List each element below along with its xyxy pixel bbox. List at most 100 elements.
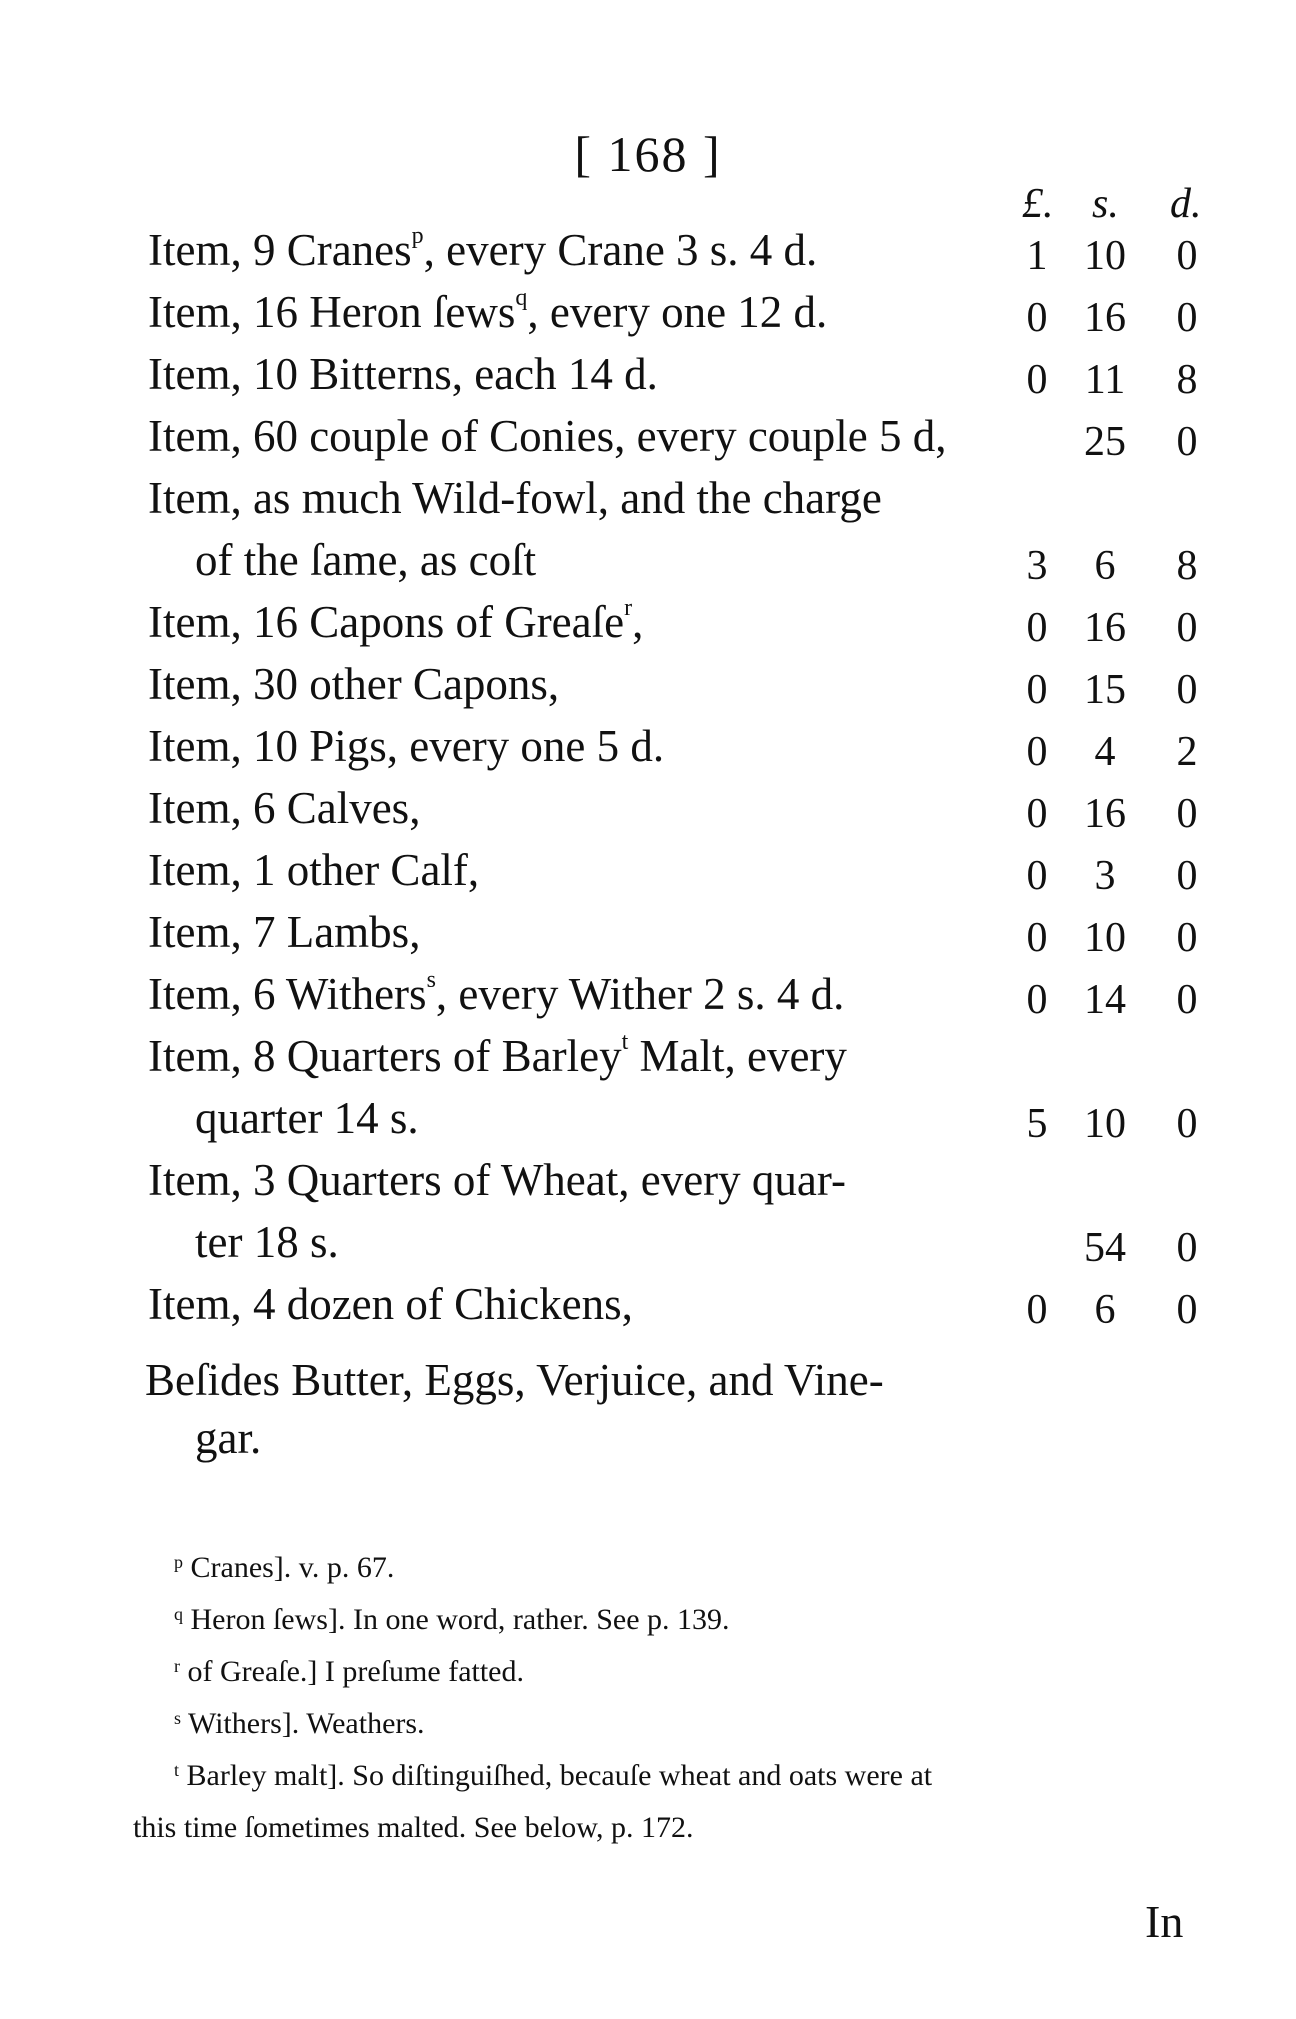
footnote-text: Cranes]. v. p. 67. [190,1551,395,1584]
footnote: p Cranes]. v. p. 67. [174,1553,394,1583]
item-line: Item, 6 Witherss, every Wither 2 s. 4 d. [148,968,845,1019]
item-continuation: ter 18 s. [195,1217,339,1267]
amount-pence: 0 [1176,1101,1198,1147]
catchword: In [1145,1896,1184,1947]
amount-shillings: 10 [1084,915,1126,961]
amount-pounds: 0 [1026,605,1048,651]
footnote-text: Heron ſews]. In one word, rather. See p.… [190,1603,730,1636]
item-line: Item, 7 Lambs, [148,910,420,955]
item-text: Item, 4 dozen of Chickens, [148,1279,633,1329]
column-header-pounds: £. [1022,181,1054,227]
amount-pence: 2 [1176,729,1198,775]
amount-shillings: 16 [1084,791,1126,837]
amount-shillings: 25 [1084,419,1126,465]
footnote-mark: r [624,595,633,621]
amount-shillings: 10 [1084,233,1126,279]
item-text: Item, 10 Bitterns, each 14 d. [148,349,658,399]
footnote-mark: q [515,285,528,311]
item-text: Item, as much Wild-fowl, and the charge [148,473,882,523]
amount-pence: 8 [1176,357,1198,403]
item-text: , every Crane 3 s. 4 d. [423,225,818,275]
footnote-mark: p [174,1552,183,1572]
amount-shillings: 11 [1084,357,1126,403]
footnote-text: Withers]. Weathers. [187,1707,425,1740]
amount-pence: 0 [1176,791,1198,837]
item-text: Item, 6 Calves, [148,783,421,833]
footnote-mark: s [174,1708,182,1728]
item-text: Item, 3 Quarters of Wheat, every quar- [148,1155,846,1205]
footnote-text: Barley malt]. So diſtinguiſhed, becauſe … [186,1759,933,1792]
footnote: s Withers]. Weathers. [174,1709,425,1739]
amount-shillings: 4 [1094,729,1116,775]
item-line: Item, 4 dozen of Chickens, [148,1282,633,1327]
item-text: Item, 30 other Capons, [148,659,560,709]
item-line: Item, 16 Heron ſewsq, every one 12 d. [148,286,828,337]
item-line: Item, as much Wild-fowl, and the charge [148,476,882,521]
amount-pence: 8 [1176,543,1198,589]
item-text: Item, 9 Cranes [148,225,412,275]
footnote-mark: r [174,1656,180,1676]
amount-shillings: 6 [1094,1287,1116,1333]
footnote-text: of Greaſe.] I preſume fatted. [187,1655,525,1688]
amount-pounds: 0 [1026,667,1048,713]
amount-pence: 0 [1176,853,1198,899]
footnote-mark: s [426,967,436,993]
amount-shillings: 3 [1094,853,1116,899]
amount-pence: 0 [1176,419,1198,465]
item-text: Malt, every [628,1031,847,1081]
page-number: [ 168 ] [574,126,722,182]
item-text: Item, 16 Capons of Greaſe [148,597,625,647]
amount-pence: 0 [1176,977,1198,1023]
amount-pounds: 3 [1026,543,1048,589]
amount-pence: 0 [1176,1225,1198,1271]
footnote-mark: p [411,223,424,249]
item-text: Item, 7 Lambs, [148,907,421,957]
amount-shillings: 16 [1084,295,1126,341]
item-text: Item, 6 Withers [148,969,427,1019]
item-line: Item, 10 Pigs, every one 5 d. [148,724,664,769]
amount-pounds: 0 [1026,977,1048,1023]
item-text: Item, 60 couple of Conies, every couple … [148,411,947,461]
amount-shillings: 16 [1084,605,1126,651]
item-text: Item, 16 Heron ſews [148,287,516,337]
amount-pounds: 5 [1026,1101,1048,1147]
item-line: Item, 3 Quarters of Wheat, every quar- [148,1158,846,1203]
item-line: Item, 9 Cranesp, every Crane 3 s. 4 d. [148,224,818,275]
item-text: , every one 12 d. [527,287,828,337]
amount-shillings: 54 [1084,1225,1126,1271]
item-line: Item, 1 other Calf, [148,848,479,893]
amount-pence: 0 [1176,295,1198,341]
besides-line-2: gar. [195,1413,262,1463]
item-line: Item, 60 couple of Conies, every couple … [148,414,947,459]
amount-pounds: 0 [1026,295,1048,341]
besides-line-1: Beſides Butter, Eggs, Verjuice, and Vine… [145,1355,884,1405]
amount-pounds: 0 [1026,1287,1048,1333]
item-text: Item, 10 Pigs, every one 5 d. [148,721,665,771]
amount-pence: 0 [1176,233,1198,279]
amount-pence: 0 [1176,667,1198,713]
footnote: t Barley malt]. So diſtinguiſhed, becauſ… [174,1761,932,1791]
amount-shillings: 6 [1094,543,1116,589]
amount-pence: 0 [1176,1287,1198,1333]
amount-pence: 0 [1176,915,1198,961]
footnote: r of Greaſe.] I preſume fatted. [174,1657,524,1687]
column-header-shillings: s. [1092,181,1119,227]
footnote-mark: t [174,1760,180,1780]
amount-pounds: 0 [1026,791,1048,837]
amount-pounds: 0 [1026,853,1048,899]
item-continuation: quarter 14 s. [195,1093,419,1143]
item-line: Item, 8 Quarters of Barleyt Malt, every [148,1030,847,1081]
footnote: q Heron ſews]. In one word, rather. See … [174,1605,730,1635]
amount-shillings: 10 [1084,1101,1126,1147]
amount-shillings: 15 [1084,667,1126,713]
footnote-continuation: this time ſometimes malted. See below, p… [133,1811,694,1844]
amount-pounds: 0 [1026,729,1048,775]
amount-pence: 0 [1176,605,1198,651]
item-text: Item, 8 Quarters of Barley [148,1031,622,1081]
item-text: , every Wither 2 s. 4 d. [435,969,845,1019]
amount-pounds: 0 [1026,915,1048,961]
column-header-pence: d. [1170,181,1202,227]
item-line: Item, 10 Bitterns, each 14 d. [148,352,658,397]
item-text: Item, 1 other Calf, [148,845,480,895]
item-continuation: of the ſame, as coſt [195,535,537,585]
